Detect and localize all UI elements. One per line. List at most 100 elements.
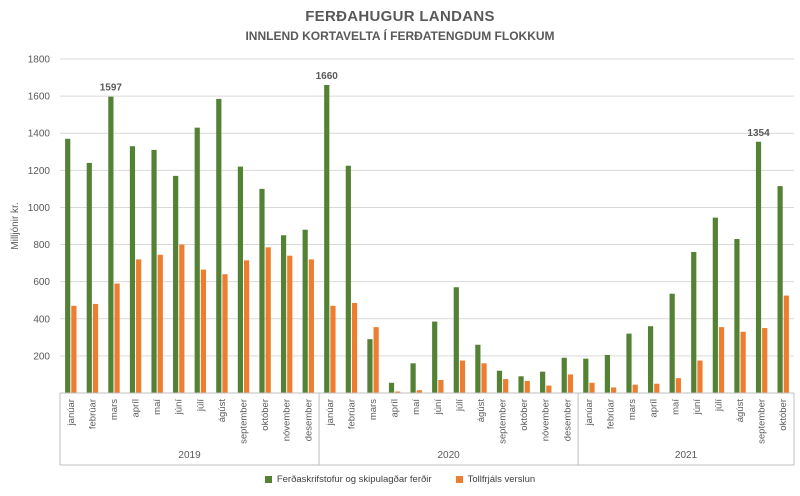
bar-series-1	[151, 149, 157, 393]
bar-series-1	[669, 293, 675, 393]
x-tick-label: október	[260, 399, 271, 431]
bar-series-2	[503, 379, 509, 393]
x-tick-label: september	[757, 399, 768, 444]
legend-swatch-series-1	[264, 476, 272, 483]
bar-series-1	[367, 339, 373, 393]
x-tick-label: ágúst	[735, 399, 746, 423]
x-tick-label: júní	[433, 399, 444, 416]
x-tick-label: september	[239, 399, 250, 444]
bar-series-1	[129, 146, 136, 393]
legend-item-series-2: Tollfrjáls verslun	[455, 474, 536, 485]
y-tick-label: 400	[33, 314, 50, 325]
bar-series-2	[783, 295, 789, 393]
bar-series-2	[589, 382, 595, 393]
bar-series-2	[330, 305, 336, 393]
bar-series-1	[475, 344, 481, 393]
data-label: 1354	[747, 128, 770, 139]
legend-label-series-2: Tollfrjáls verslun	[467, 474, 536, 485]
bar-series-1	[216, 98, 222, 394]
y-tick-label: 200	[33, 351, 50, 362]
bar-series-2	[611, 387, 617, 393]
bar-series-1	[388, 382, 395, 393]
x-tick-label: júní	[692, 399, 703, 416]
bar-series-1	[194, 127, 200, 394]
x-tick-label: febrúar	[606, 399, 617, 429]
x-tick-label: maí	[152, 399, 163, 415]
x-tick-label: júní	[174, 399, 185, 416]
group-label: 2020	[437, 450, 460, 461]
y-tick-label: 1800	[28, 55, 51, 66]
bar-series-1	[734, 238, 740, 393]
bar-series-2	[567, 374, 574, 393]
bar-series-1	[302, 229, 308, 393]
bar-series-1	[259, 188, 265, 393]
x-tick-label: janúar	[325, 399, 336, 426]
x-tick-label: júlí	[195, 399, 206, 413]
bar-series-2	[654, 383, 660, 393]
legend-swatch-series-2	[455, 476, 463, 483]
x-tick-label: mars	[109, 399, 120, 420]
bar-series-1	[496, 370, 503, 393]
bar-series-1	[410, 363, 416, 393]
bar-series-2	[416, 390, 422, 393]
bar-series-1	[561, 357, 567, 393]
bar-series-2	[114, 283, 120, 393]
y-tick-label: 1600	[28, 92, 51, 103]
x-tick-label: ágúst	[217, 399, 228, 423]
x-tick-label: janúar	[584, 399, 595, 426]
bar-series-2	[244, 260, 250, 393]
bar-series-1	[647, 326, 654, 393]
chart-title: FERÐAHUGUR LANDANS	[305, 8, 495, 25]
bar-series-2	[697, 360, 703, 393]
bar-series-2	[632, 384, 638, 393]
y-tick-label: 800	[33, 240, 50, 251]
bar-series-1	[604, 354, 610, 393]
bar-series-2	[740, 331, 746, 393]
x-tick-label: febrúar	[87, 399, 98, 429]
bar-series-2	[157, 254, 163, 393]
y-axis-label: Milljónir kr.	[10, 202, 21, 249]
bar-series-1	[86, 162, 92, 393]
chart-legend: Ferðaskrifstofur og skipulagðar ferðir T…	[0, 474, 800, 485]
bar-series-2	[200, 269, 207, 393]
x-tick-label: apríl	[390, 399, 401, 417]
bar-series-1	[108, 96, 114, 393]
y-tick-label: 1400	[28, 129, 51, 140]
x-tick-label: apríl	[131, 399, 142, 417]
x-tick-label: október	[519, 399, 530, 431]
x-tick-label: september	[498, 399, 509, 444]
group-label: 2021	[675, 450, 698, 461]
bar-series-2	[481, 363, 487, 393]
x-tick-label: nóvember	[282, 399, 293, 441]
bar-series-1	[65, 138, 71, 393]
bar-series-1	[777, 186, 783, 393]
bar-series-1	[540, 371, 546, 393]
x-tick-label: maí	[670, 399, 681, 415]
bar-series-2	[546, 385, 552, 393]
bar-series-2	[459, 360, 466, 393]
x-tick-label: desember	[562, 399, 573, 441]
bar-series-1	[583, 358, 589, 393]
legend-item-series-1: Ferðaskrifstofur og skipulagðar ferðir	[264, 474, 432, 485]
bar-series-1	[237, 166, 243, 393]
bar-series-1	[345, 165, 351, 393]
data-label: 1660	[316, 71, 339, 82]
chart-subtitle: INNLEND KORTAVELTA Í FERÐATENGDUM FLOKKU…	[245, 29, 555, 43]
x-tick-label: október	[778, 399, 789, 431]
x-tick-label: mars	[627, 399, 638, 420]
x-tick-label: maí	[411, 399, 422, 415]
bar-series-2	[675, 378, 681, 393]
bar-series-2	[222, 274, 228, 393]
bar-series-1	[518, 376, 524, 393]
x-tick-label: desember	[303, 399, 314, 441]
x-tick-label: júlí	[454, 399, 465, 413]
bar-series-1	[324, 84, 330, 393]
x-tick-label: nóvember	[541, 399, 552, 441]
bar-series-1	[691, 251, 697, 393]
bar-series-2	[395, 391, 401, 393]
bar-series-1	[712, 217, 718, 393]
x-tick-label: apríl	[649, 399, 660, 417]
bar-series-2	[438, 380, 444, 393]
y-tick-label: 1000	[28, 203, 51, 214]
bar-series-1	[432, 321, 438, 393]
